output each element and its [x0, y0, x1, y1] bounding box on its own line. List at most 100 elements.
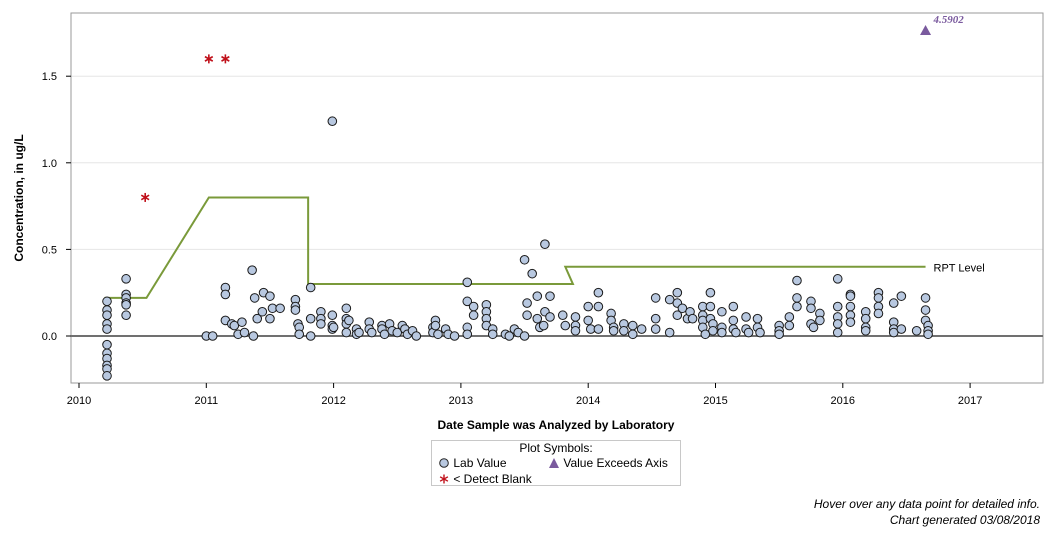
lab-value-point[interactable]: [229, 320, 240, 331]
lab-value-point[interactable]: [593, 287, 604, 298]
lab-value-point[interactable]: [608, 326, 619, 336]
lab-value-point[interactable]: [121, 274, 131, 284]
detect-blank-point[interactable]: [221, 54, 230, 64]
lab-value-point[interactable]: [354, 327, 364, 338]
lab-value-point[interactable]: [522, 298, 532, 308]
lab-value-point[interactable]: [705, 301, 716, 312]
lab-value-point[interactable]: [728, 301, 739, 312]
lab-value-series[interactable]: [102, 116, 933, 381]
lab-value-point[interactable]: [672, 310, 683, 321]
lab-value-point[interactable]: [860, 326, 871, 336]
lab-value-point[interactable]: [449, 331, 460, 341]
lab-value-point[interactable]: [650, 313, 661, 324]
lab-value-point[interactable]: [888, 327, 899, 338]
lab-value-point[interactable]: [743, 327, 754, 338]
lab-value-point[interactable]: [462, 277, 473, 288]
lab-value-point[interactable]: [237, 317, 247, 327]
lab-value-point[interactable]: [102, 371, 112, 381]
lab-value-point[interactable]: [468, 310, 479, 321]
lab-value-point[interactable]: [677, 303, 688, 314]
lab-value-point[interactable]: [366, 327, 377, 338]
lab-value-point[interactable]: [832, 327, 843, 338]
lab-value-point[interactable]: [888, 298, 899, 308]
lab-value-point[interactable]: [845, 317, 856, 327]
lab-value-point[interactable]: [411, 331, 422, 341]
lab-value-point[interactable]: [700, 329, 711, 340]
lab-value-point[interactable]: [265, 291, 275, 301]
lab-value-point[interactable]: [290, 305, 301, 315]
lab-value-point[interactable]: [896, 291, 907, 301]
lab-value-point[interactable]: [920, 305, 931, 315]
lab-value-point[interactable]: [247, 265, 257, 275]
lab-value-point[interactable]: [275, 303, 285, 314]
lab-value-point[interactable]: [532, 291, 543, 301]
lab-value-point[interactable]: [327, 310, 338, 321]
lab-value-point[interactable]: [545, 291, 555, 301]
lab-value-point[interactable]: [755, 327, 765, 338]
lab-value-point[interactable]: [257, 306, 268, 317]
lab-value-point[interactable]: [583, 301, 594, 312]
lab-value-point[interactable]: [705, 287, 716, 298]
lab-value-point[interactable]: [433, 329, 443, 340]
lab-value-point[interactable]: [468, 301, 479, 312]
lab-value-point[interactable]: [305, 282, 316, 293]
lab-value-point[interactable]: [207, 331, 218, 341]
detect-blank-point[interactable]: [140, 192, 150, 202]
lab-value-point[interactable]: [102, 310, 112, 321]
lab-value-point[interactable]: [627, 329, 638, 340]
lab-value-point[interactable]: [252, 313, 263, 324]
lab-value-point[interactable]: [392, 327, 403, 338]
lab-value-point[interactable]: [527, 268, 537, 279]
lab-value-point[interactable]: [557, 310, 568, 321]
lab-value-point[interactable]: [294, 329, 305, 340]
lab-value-point[interactable]: [430, 320, 441, 331]
lab-value-point[interactable]: [305, 331, 316, 341]
lab-value-point[interactable]: [540, 239, 550, 250]
lab-value-point[interactable]: [832, 319, 843, 329]
lab-value-point[interactable]: [102, 339, 112, 350]
lab-value-point[interactable]: [341, 327, 352, 338]
lab-value-point[interactable]: [873, 308, 884, 319]
lab-value-point[interactable]: [650, 324, 661, 334]
lab-value-point[interactable]: [911, 326, 922, 336]
lab-value-point[interactable]: [784, 312, 795, 322]
lab-value-point[interactable]: [341, 303, 352, 314]
lab-value-point[interactable]: [873, 293, 884, 303]
lab-value-point[interactable]: [570, 326, 581, 336]
lab-value-point[interactable]: [220, 289, 231, 300]
lab-value-point[interactable]: [239, 327, 250, 338]
lab-value-point[interactable]: [305, 313, 316, 324]
lab-value-point[interactable]: [664, 294, 675, 305]
lab-value-point[interactable]: [920, 293, 931, 303]
lab-value-point[interactable]: [687, 313, 698, 324]
lab-value-point[interactable]: [532, 313, 543, 324]
lab-value-point[interactable]: [538, 320, 549, 331]
lab-value-point[interactable]: [741, 312, 751, 322]
lab-value-point[interactable]: [832, 274, 843, 284]
lab-value-point[interactable]: [593, 301, 604, 312]
lab-value-point[interactable]: [717, 327, 727, 338]
lab-value-point[interactable]: [487, 329, 498, 340]
lab-value-point[interactable]: [583, 315, 594, 326]
exceeds-axis-series[interactable]: 4.5902: [920, 14, 964, 35]
lab-value-point[interactable]: [896, 324, 907, 334]
lab-value-point[interactable]: [102, 296, 112, 307]
lab-value-point[interactable]: [815, 315, 825, 326]
lab-value-point[interactable]: [792, 301, 802, 312]
lab-value-point[interactable]: [102, 324, 112, 334]
lab-value-point[interactable]: [664, 327, 675, 338]
lab-value-point[interactable]: [728, 315, 739, 326]
lab-value-point[interactable]: [627, 320, 638, 331]
exceeds-axis-point[interactable]: [920, 25, 932, 35]
lab-value-point[interactable]: [808, 322, 819, 333]
lab-value-point[interactable]: [545, 312, 555, 322]
lab-value-point[interactable]: [832, 301, 843, 312]
lab-value-point[interactable]: [327, 116, 338, 127]
lab-value-point[interactable]: [593, 324, 604, 334]
lab-value-point[interactable]: [708, 326, 718, 336]
lab-value-point[interactable]: [636, 324, 647, 334]
lab-value-point[interactable]: [752, 313, 763, 324]
lab-value-point[interactable]: [570, 312, 581, 322]
lab-value-point[interactable]: [560, 320, 571, 331]
lab-value-point[interactable]: [265, 313, 275, 324]
